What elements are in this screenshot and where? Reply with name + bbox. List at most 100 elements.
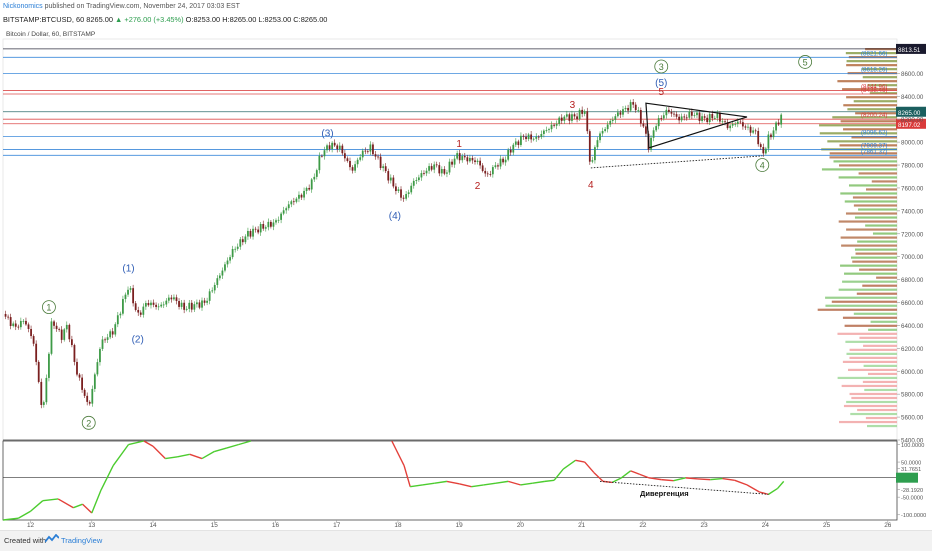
indicator-segment <box>768 487 778 495</box>
volume-bar <box>865 224 897 227</box>
y-tick-label: 6400.00 <box>901 323 924 330</box>
candle-body <box>609 120 612 125</box>
volume-bar <box>870 320 897 323</box>
candle-body <box>122 299 124 314</box>
indicator-segment <box>57 498 74 509</box>
candle-body <box>269 221 272 227</box>
candle-body <box>578 109 581 120</box>
y-tick-label: 6000.00 <box>901 369 924 376</box>
candle-body <box>652 130 655 138</box>
candle-body <box>731 123 734 126</box>
candle-body <box>525 136 527 140</box>
candle-body <box>144 302 147 307</box>
candle-body <box>19 320 22 328</box>
volume-bar <box>849 392 897 396</box>
indicator-segment <box>746 484 760 493</box>
candle-body <box>53 321 55 326</box>
indicator-tick-label: 100.0000 <box>901 443 924 449</box>
volume-bar <box>843 404 897 408</box>
wave-label: (2) <box>132 335 144 346</box>
candle-body <box>83 389 86 396</box>
wave-label: 4 <box>588 180 594 191</box>
candle-body <box>104 339 106 341</box>
candle-body <box>132 288 135 304</box>
candle-body <box>520 135 522 145</box>
candle-body <box>606 124 609 130</box>
candle-body <box>9 317 12 326</box>
candle-body <box>88 401 91 404</box>
volume-bar <box>841 384 897 388</box>
candle-body <box>430 166 433 170</box>
y-tick-label: 8400.00 <box>901 94 924 101</box>
last-price: 8265.00 <box>86 15 113 24</box>
wave-label: (1) <box>122 264 134 275</box>
candle-body <box>308 187 311 190</box>
y-tick-label: 5800.00 <box>901 392 924 399</box>
x-tick-label: 20 <box>517 522 525 529</box>
volume-bar <box>829 156 897 159</box>
indicator-segment <box>459 483 472 488</box>
indicator-segment <box>562 459 576 470</box>
indicator-segment <box>621 470 632 479</box>
volume-bar <box>853 100 897 103</box>
indicator-segment <box>403 465 411 487</box>
volume-bar <box>857 408 897 412</box>
indicator-segment <box>73 503 83 509</box>
volume-bar <box>867 424 897 428</box>
candle-body <box>535 136 538 139</box>
volume-bar <box>829 152 897 155</box>
candle-body <box>244 236 247 243</box>
candle-body <box>349 160 351 168</box>
volume-bar <box>832 116 897 119</box>
volume-bar <box>846 400 897 404</box>
x-tick-label: 14 <box>149 522 157 529</box>
tradingview-logo-icon <box>45 534 59 543</box>
candle-body <box>634 104 637 111</box>
indicator-segment <box>759 491 769 496</box>
tradingview-link[interactable]: TradingView <box>61 536 103 545</box>
volume-bar <box>840 264 897 267</box>
candle-body <box>456 153 459 159</box>
indicator-segment <box>30 500 44 512</box>
candle-body <box>721 121 724 123</box>
volume-bar <box>863 344 897 347</box>
candle-body <box>708 113 711 123</box>
candle-body <box>262 224 265 229</box>
candle-body <box>379 156 382 169</box>
candle-body <box>328 145 331 150</box>
candle-body <box>469 157 471 162</box>
candle-body <box>668 109 670 112</box>
candle-body <box>300 194 303 198</box>
candle-body <box>119 313 122 316</box>
indicator-segment <box>152 445 166 460</box>
price-chart[interactable]: 8813.51 (8821.66) (8618.26) (8444.96)(8438.… <box>0 0 932 530</box>
candle-body <box>27 324 30 329</box>
volume-bar <box>853 204 897 207</box>
candle-body <box>690 111 693 116</box>
candle-body <box>167 297 170 301</box>
volume-bar <box>854 248 897 251</box>
candle-body <box>479 160 482 166</box>
candle-body <box>359 157 362 160</box>
volume-bar <box>819 132 897 135</box>
level-badge <box>896 43 926 54</box>
candle-body <box>239 239 242 247</box>
triangle-pattern <box>645 102 748 149</box>
candle-body <box>522 135 525 137</box>
candle-body <box>48 353 50 378</box>
candle-body <box>594 147 596 161</box>
level-label: (8096.62) <box>861 129 888 136</box>
candle-body <box>201 300 203 308</box>
candle-body <box>560 117 563 121</box>
publisher-name[interactable]: Nickonomics <box>3 3 43 10</box>
y-tick-label: 8600.00 <box>901 71 924 78</box>
indicator-segment <box>710 477 723 481</box>
candle-body <box>236 246 239 249</box>
indicator-segment <box>201 450 215 460</box>
candle-body <box>208 291 211 301</box>
candle-body <box>586 111 589 132</box>
publish-info: Nickonomics published on TradingView.com… <box>3 3 240 10</box>
candle-body <box>639 110 642 124</box>
volume-bar <box>844 324 897 327</box>
candle-body <box>777 122 780 125</box>
